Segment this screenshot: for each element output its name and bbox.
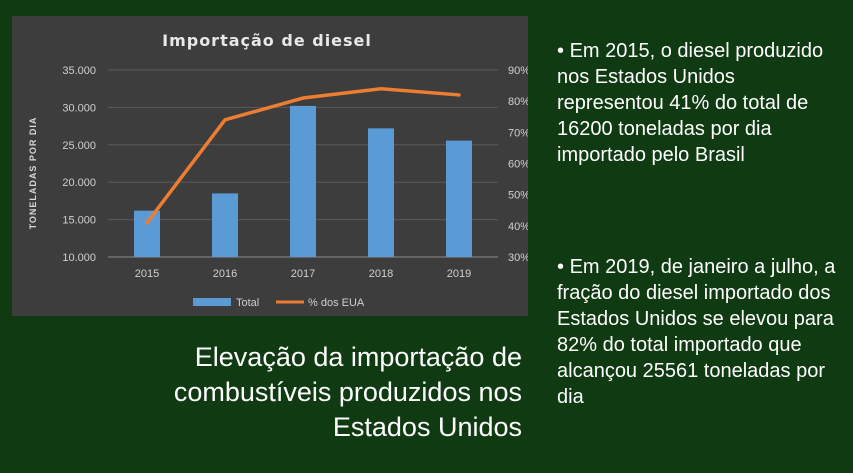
y2-tick-label: 90% <box>508 65 528 77</box>
caption-line-2: combustíveis produzidos nos <box>173 377 522 407</box>
y-tick-label: 15.000 <box>62 215 96 227</box>
line-series-us-share <box>145 86 461 225</box>
y-tick-label: 25.000 <box>62 140 96 152</box>
caption-line-1: Elevação da importação de <box>194 342 522 372</box>
x-tick-label: 2019 <box>447 268 471 280</box>
chart-panel: Importação de diesel TONELADAS POR DIA 3… <box>12 16 528 316</box>
left-axis-ticks: 35.000 30.000 25.000 20.000 15.000 10.000 <box>62 65 96 264</box>
us-share-point-2019 <box>457 93 461 97</box>
bar-2016 <box>212 193 238 257</box>
us-share-point-2017 <box>301 96 305 100</box>
us-share-point-2015 <box>145 221 149 225</box>
bar-2015 <box>134 210 160 257</box>
slide-caption: Elevação da importação de combustíveis p… <box>100 340 522 445</box>
bar-2019 <box>446 140 472 257</box>
bullet-marker: • <box>557 40 565 62</box>
bullet-list: • Em 2015, o diesel produzido nos Estado… <box>557 38 847 408</box>
y2-tick-label: 70% <box>508 127 528 139</box>
bullet-marker: • <box>557 256 565 278</box>
y-tick-label: 30.000 <box>62 102 96 114</box>
bullet-item-2019: • Em 2019, de janeiro a julho, a fração … <box>557 254 847 410</box>
chart-legend: Total % dos EUA <box>193 297 365 309</box>
x-tick-label: 2018 <box>369 268 393 280</box>
right-axis-ticks: 90% 80% 70% 60% 50% 40% 30% <box>508 65 528 264</box>
x-tick-label: 2015 <box>135 268 159 280</box>
y2-tick-label: 60% <box>508 159 528 171</box>
bar-2018 <box>368 128 394 257</box>
x-tick-label: 2017 <box>291 268 315 280</box>
bullet-item-2015: • Em 2015, o diesel produzido nos Estado… <box>557 38 847 168</box>
y2-tick-label: 50% <box>508 190 528 202</box>
legend-label-us-share: % dos EUA <box>308 297 365 309</box>
us-share-point-2016 <box>223 118 227 122</box>
bullet-text: Em 2019, de janeiro a julho, a fração do… <box>557 256 836 408</box>
diesel-import-chart: Importação de diesel TONELADAS POR DIA 3… <box>28 31 528 309</box>
legend-swatch-total <box>193 298 231 306</box>
chart-title: Importação de diesel <box>162 31 372 50</box>
y2-tick-label: 40% <box>508 221 528 233</box>
caption-line-3: Estados Unidos <box>332 412 522 442</box>
us-share-point-2018 <box>379 87 383 91</box>
bar-series-total <box>134 105 472 258</box>
y2-tick-label: 80% <box>508 96 528 108</box>
y-axis-label: TONELADAS POR DIA <box>28 117 38 230</box>
y-tick-label: 20.000 <box>62 177 96 189</box>
bullet-text: Em 2015, o diesel produzido nos Estados … <box>557 40 824 166</box>
x-axis-ticks: 2015 2016 2017 2018 2019 <box>135 268 471 280</box>
y-tick-label: 35.000 <box>62 65 96 77</box>
legend-label-total: Total <box>236 297 259 309</box>
y2-tick-label: 30% <box>508 252 528 264</box>
x-tick-label: 2016 <box>213 268 237 280</box>
bar-2017 <box>290 105 316 258</box>
y-tick-label: 10.000 <box>62 252 96 264</box>
